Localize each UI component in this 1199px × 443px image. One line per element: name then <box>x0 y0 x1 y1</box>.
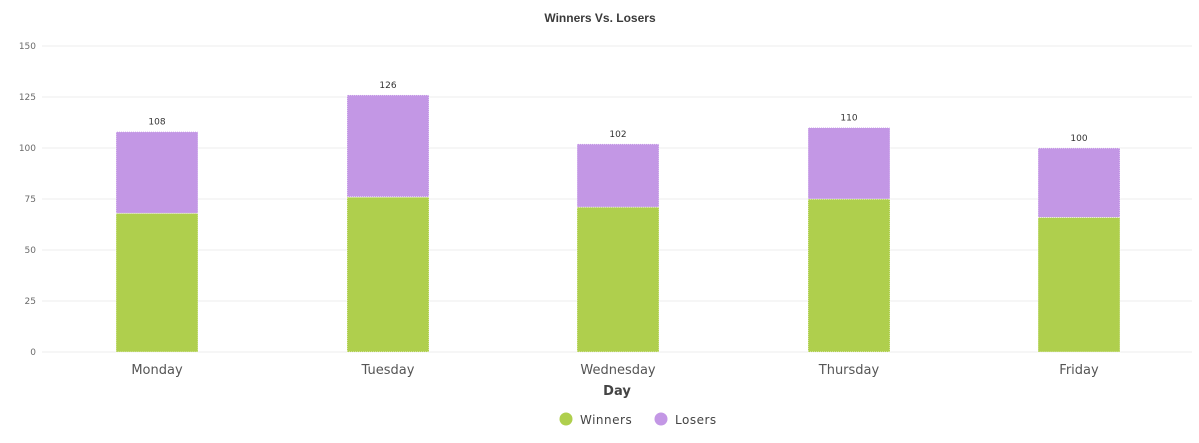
bar-losers-friday[interactable] <box>1037 147 1121 218</box>
bar-losers-wednesday[interactable] <box>576 143 660 208</box>
y-tick-label: 125 <box>19 93 36 103</box>
legend-marker-winners[interactable] <box>559 412 573 426</box>
y-tick-label: 100 <box>19 144 36 154</box>
bar-winners-monday[interactable] <box>115 212 199 353</box>
total-label-thursday: 110 <box>840 114 857 124</box>
y-tick-label: 0 <box>30 348 36 358</box>
bar-losers-tuesday[interactable] <box>346 94 430 198</box>
y-axis-ticks: 0 25 50 75 100 125 150 <box>19 42 36 358</box>
total-labels: 108 126 102 110 100 <box>148 81 1087 144</box>
y-tick-label: 25 <box>25 297 36 307</box>
x-tick-label-friday: Friday <box>1059 363 1099 378</box>
bar-losers-monday[interactable] <box>115 131 199 214</box>
x-tick-label-tuesday: Tuesday <box>361 363 415 378</box>
legend-marker-losers[interactable] <box>654 412 668 426</box>
total-label-monday: 108 <box>148 118 165 128</box>
chart-title: Winners Vs. Losers <box>544 11 656 25</box>
bar-winners-wednesday[interactable] <box>576 206 660 353</box>
x-axis-ticks: Monday Tuesday Wednesday Thursday Friday <box>131 363 1099 378</box>
x-tick-label-monday: Monday <box>131 363 183 378</box>
bar-winners-tuesday[interactable] <box>346 196 430 353</box>
bar-winners-friday[interactable] <box>1037 216 1121 353</box>
total-label-friday: 100 <box>1070 134 1087 144</box>
y-tick-label: 150 <box>19 42 36 52</box>
x-tick-label-thursday: Thursday <box>818 363 880 378</box>
bar-winners-thursday[interactable] <box>807 198 891 353</box>
bars <box>115 94 1121 353</box>
x-axis-title: Day <box>603 384 631 399</box>
total-label-tuesday: 126 <box>379 81 396 91</box>
legend-label-winners[interactable]: Winners <box>580 413 632 427</box>
y-tick-label: 50 <box>25 246 37 256</box>
legend: Winners Losers <box>559 412 717 427</box>
bar-losers-thursday[interactable] <box>807 127 891 200</box>
legend-label-losers[interactable]: Losers <box>675 413 717 427</box>
y-tick-label: 75 <box>25 195 36 205</box>
total-label-wednesday: 102 <box>609 130 626 140</box>
x-tick-label-wednesday: Wednesday <box>580 363 656 378</box>
